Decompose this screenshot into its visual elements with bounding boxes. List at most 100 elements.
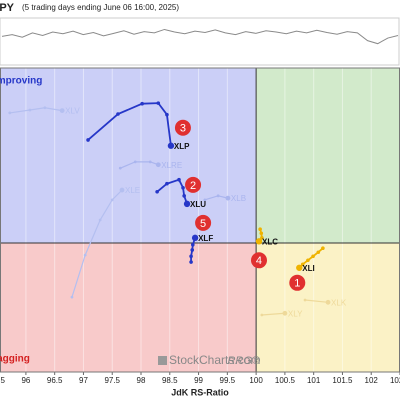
tail-point [321,246,325,251]
tail-point [155,189,159,194]
tail-point [306,258,310,263]
tail-point [83,253,87,257]
tail-point [303,298,307,302]
x-tick-label: 96 [21,376,30,385]
tail-point [311,254,315,259]
tail-point [148,160,152,164]
tail-point [133,160,137,164]
series-label: XLU [190,200,206,209]
x-tick-label: 98.5 [162,376,178,385]
tail-point [296,264,303,271]
tail-point [260,236,264,240]
badge [250,252,267,269]
badge [195,214,212,231]
tail-point [165,112,169,117]
x-tick-label: 100 [249,376,263,385]
tail-point [165,181,169,186]
x-tick-label: 100.5 [275,376,296,385]
x-tick-label: 97 [79,376,88,385]
badge [289,274,306,291]
badge-number: 1 [294,278,300,290]
tail-point [116,112,120,116]
benchmark-line [1,28,399,45]
x-tick-label: 97.5 [104,376,120,385]
badge-number: 5 [200,218,206,230]
tail-point [43,106,47,110]
tail-point [300,262,305,267]
series-label: XLI [302,264,314,273]
tail-point [167,142,175,149]
tail-point [258,227,262,232]
tail-point [189,254,193,259]
badge-number: 2 [190,180,196,192]
chart-title: SPY [0,2,15,14]
tail-point [177,177,181,182]
tail-point [156,101,161,105]
tail-point [118,166,122,170]
x-tick-label: 101 [307,376,321,385]
tail-point [191,242,195,247]
tail-point [316,250,321,255]
tail-point [203,198,207,202]
quadrant-lagging [0,243,257,372]
x-tick-label: 99 [194,376,203,385]
badge [185,176,202,193]
quadrant-label: Improving [0,76,42,87]
x-tick-label: 101.5 [332,376,353,385]
series-label: XLC [262,237,278,246]
x-tick-label: 98 [137,376,146,385]
series-label: XLRE [161,161,182,170]
series-label: XLK [331,298,347,307]
tail-point [28,108,32,112]
x-tick-label: 99.5 [220,376,236,385]
tail-point [282,310,288,316]
tail-point [140,101,144,106]
series-label: XLE [125,186,140,195]
series-label: XLY [288,309,303,318]
tail-point [325,299,331,305]
tail-point [183,200,191,208]
benchmark-panel [0,17,400,66]
tail-point [70,295,74,299]
watermark: StockCharts.com [169,353,260,367]
tail-point [119,187,125,193]
series-label: XLF [198,234,213,243]
x-tick-label: 102.5 [390,376,400,385]
tail-point [190,248,195,252]
tail-point [216,194,220,198]
tail-point [155,162,161,168]
tail-point [98,218,102,222]
tail-point [182,194,186,198]
series-label: XLV [65,107,80,116]
tail [304,299,329,303]
badge [174,119,191,136]
tail [120,161,159,169]
quadrant-improving [0,68,257,244]
tail-point [86,138,90,142]
tail-point [189,260,193,264]
series-label: XLP [174,142,190,151]
quadrant-weakening [256,243,400,372]
x-axis-label: JdK RS-Ratio [171,387,229,397]
tail [261,312,285,316]
watermark-mark: RRG® [227,355,260,367]
tail-point [255,238,263,245]
tail [87,102,172,146]
tail-point [191,234,199,242]
tail-point [110,198,114,202]
tail-point [59,108,65,114]
series-label: XLB [231,194,246,203]
tail-point [260,313,264,317]
tail [9,107,63,114]
badge-number: 4 [256,255,262,267]
tail-point [8,111,12,115]
badge-number: 3 [180,123,186,135]
quadrant-label: Lagging [0,354,30,365]
quadrant-leading [256,68,400,244]
x-tick-label: 102 [365,376,379,385]
x-tick-label: 96.5 [47,376,63,385]
x-tick-label: 95.5 [0,376,5,385]
watermark-icon [158,356,167,365]
